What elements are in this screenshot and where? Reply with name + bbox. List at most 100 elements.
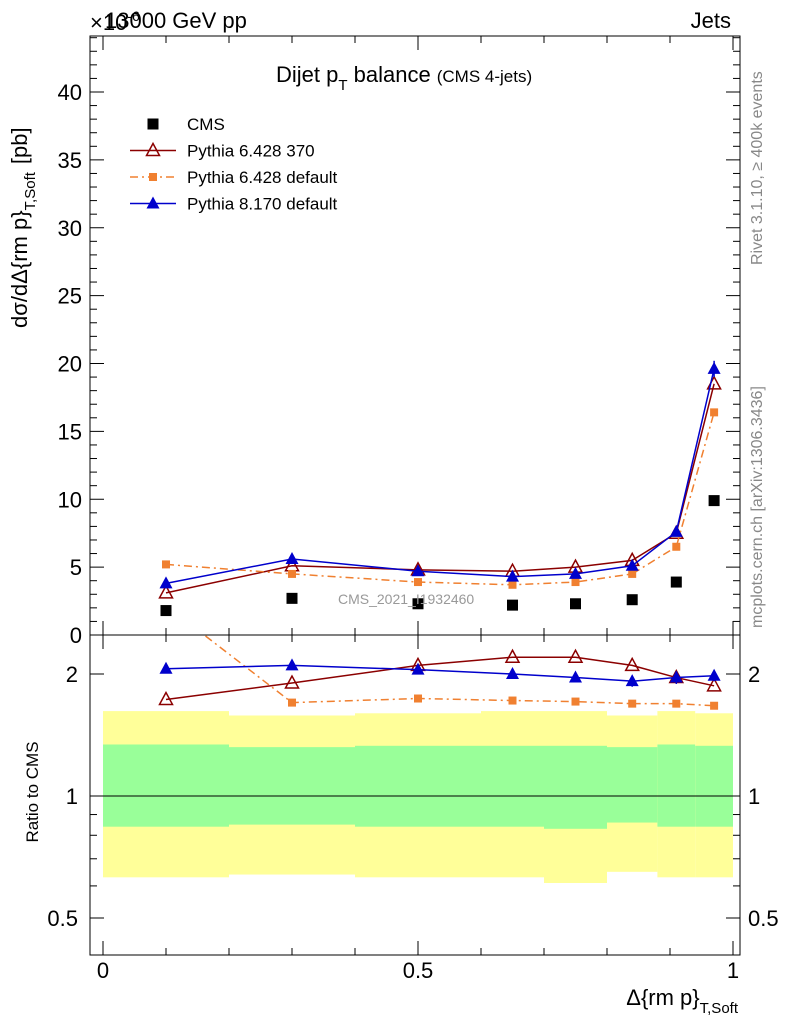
main-point-pythia-8-170-default: [569, 566, 582, 579]
green-band-segment: [355, 745, 481, 827]
main-point-pythia-6-428-default: [571, 578, 580, 587]
ratio-uncertainty-bands: [90, 711, 740, 884]
main-point-cms: [570, 598, 581, 610]
main-point-pythia-6-428-370: [158, 584, 174, 599]
main-point-pythia-8-170-default: [625, 558, 639, 571]
ratio-y-tick-label-right: 2: [748, 662, 760, 687]
ratio-plot-frame: [89, 634, 741, 956]
y-tick-label: 10: [58, 487, 82, 512]
main-point-pythia-6-428-default: [672, 542, 681, 551]
ratio-point-pythia-6-428-default: [571, 697, 580, 706]
x-tick-label: 1: [727, 958, 739, 983]
y-tick-label: 30: [58, 216, 82, 241]
legend-label: Pythia 6.428 370: [187, 142, 315, 161]
ratio-y-tick-label-right: 0.5: [748, 906, 779, 931]
multiplier-label: ×10-6: [90, 8, 140, 35]
main-point-pythia-8-170-default: [159, 576, 173, 589]
ratio-line-pythia-6-428-370: [165, 656, 715, 701]
ratio-point-pythia-6-428-default: [508, 696, 517, 705]
legend-label: CMS: [187, 115, 225, 134]
ratio-point-pythia-6-428-370: [706, 677, 722, 692]
ratio-point-pythia-8-170-default: [159, 661, 173, 674]
main-y-axis-title: dσ/dΔ{rm p}T,Soft[pb]: [7, 127, 39, 328]
ratio-y-tick-label: 2: [66, 662, 78, 687]
legend: CMS Pythia 6.428 370 Pythia 6.428 default P…: [130, 115, 338, 214]
legend-marker: [147, 118, 159, 130]
x-axis-title: Δ{rm p}T,Soft: [626, 985, 739, 1017]
process-label: Jets: [691, 8, 731, 33]
y-tick-label: 40: [58, 80, 82, 105]
main-point-pythia-6-428-default: [710, 408, 719, 417]
ratio-ticks: 0.5 0.5 1 1 2 2 0 0.5 1: [47, 635, 779, 983]
legend-entry-pythia-8-170-default: Pythia 8.170 default: [130, 195, 338, 214]
x-tick-label: 0.5: [403, 958, 434, 983]
ratio-point-pythia-8-170-default: [285, 658, 299, 671]
ratio-point-pythia-8-170-default: [625, 674, 639, 687]
ratio-y-tick-label: 1: [66, 784, 78, 809]
ratio-point-pythia-6-428-370: [504, 648, 521, 663]
main-point-pythia-8-170-default: [707, 361, 721, 374]
ratio-point-pythia-6-428-default: [628, 699, 637, 708]
main-point-pythia-8-170-default: [285, 551, 299, 564]
legend-entry-pythia-6-428-default: Pythia 6.428 default: [130, 168, 338, 187]
x-tick-label: 0: [97, 958, 109, 983]
ratio-point-pythia-6-428-370: [284, 674, 300, 689]
y-tick-label: 35: [58, 148, 82, 173]
main-point-pythia-8-170-default: [669, 524, 683, 537]
ratio-y-axis-title: Ratio to CMS: [23, 741, 42, 842]
y-tick-label: 0: [70, 623, 82, 648]
main-point-pythia-6-428-default: [414, 578, 422, 587]
ratio-point-pythia-8-170-default: [669, 670, 683, 683]
green-band-segment: [607, 747, 658, 823]
main-point-cms: [507, 599, 518, 611]
ratio-point-pythia-8-170-default: [569, 670, 582, 683]
main-line-pythia-8-170-default: [165, 368, 715, 585]
y-tick-label: 15: [58, 419, 82, 444]
y-tick-label: 25: [58, 284, 82, 309]
green-band-segment: [695, 745, 733, 827]
ratio-line-pythia-6-428-default: [205, 635, 715, 707]
y-tick-label: 20: [58, 352, 82, 377]
green-band-segment: [657, 744, 696, 827]
main-point-pythia-6-428-default: [508, 580, 517, 589]
main-point-cms: [708, 495, 720, 507]
ratio-point-pythia-8-170-default: [411, 662, 425, 675]
legend-label: Pythia 8.170 default: [187, 195, 338, 214]
legend-entry-pythia-6-428-370: Pythia 6.428 370: [130, 142, 315, 161]
ratio-point-pythia-8-170-default: [707, 668, 721, 681]
ratio-point-pythia-6-428-default: [710, 701, 719, 710]
mcplots-reference-label: mcplots.cern.ch [arXiv:1306.3436]: [749, 386, 766, 628]
main-point-cms: [412, 598, 424, 610]
legend-marker: [146, 196, 160, 209]
green-band-segment: [103, 744, 229, 827]
ratio-point-pythia-6-428-default: [414, 694, 422, 703]
ratio-point-pythia-8-170-default: [506, 667, 519, 679]
main-point-cms: [286, 592, 298, 604]
ratio-point-pythia-6-428-370: [158, 690, 174, 706]
rivet-version-label: Rivet 3.1.10, ≥ 400k events: [749, 71, 766, 265]
main-point-cms: [626, 594, 638, 606]
main-line-pythia-6-428-default: [165, 412, 715, 586]
y-tick-label: 5: [70, 555, 82, 580]
main-point-pythia-8-170-default: [411, 564, 425, 577]
legend-entry-cms: CMS: [147, 115, 225, 134]
main-y-ticks: 0 5 10 15 20 25 30 35 40: [58, 36, 740, 648]
main-series-layer: [158, 360, 722, 617]
green-band-segment: [481, 745, 544, 827]
main-point-cms: [670, 576, 682, 588]
main-point-pythia-6-428-default: [162, 560, 170, 569]
ratio-y-tick-label: 0.5: [47, 906, 78, 931]
energy-label: 13000 GeV pp: [105, 8, 247, 33]
main-point-pythia-6-428-default: [628, 569, 637, 578]
ratio-series-layer: [158, 635, 722, 710]
main-point-pythia-6-428-default: [288, 569, 296, 578]
legend-marker: [145, 141, 161, 157]
green-band-segment: [229, 747, 355, 825]
legend-marker: [149, 173, 157, 181]
ratio-point-pythia-6-428-default: [288, 698, 296, 707]
ratio-point-pythia-6-428-370: [567, 648, 584, 663]
ratio-point-pythia-6-428-370: [624, 656, 640, 672]
main-point-pythia-8-170-default: [506, 569, 519, 582]
ratio-line-pythia-8-170-default: [165, 664, 715, 682]
